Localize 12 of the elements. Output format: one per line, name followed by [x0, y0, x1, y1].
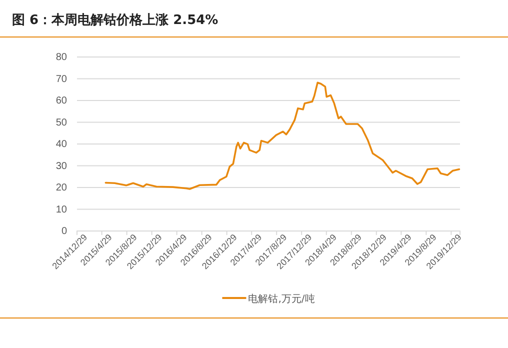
y-tick-label: 80: [56, 52, 68, 64]
line-series: [104, 82, 460, 190]
y-tick-label: 0: [61, 226, 68, 238]
y-tick-label: 70: [56, 74, 68, 85]
chart-title: 图 6：本周电解钴价格上涨 2.54%: [12, 13, 218, 28]
y-tick-label: 50: [56, 117, 68, 128]
y-tick-label: 10: [56, 204, 68, 216]
y-tick-label: 60: [56, 96, 68, 107]
y-tick-label: 30: [56, 160, 68, 172]
y-tick-label: 20: [56, 182, 68, 194]
y-tick-label: 40: [56, 139, 68, 150]
legend-label: 电解钴,万元/吨: [248, 293, 315, 305]
